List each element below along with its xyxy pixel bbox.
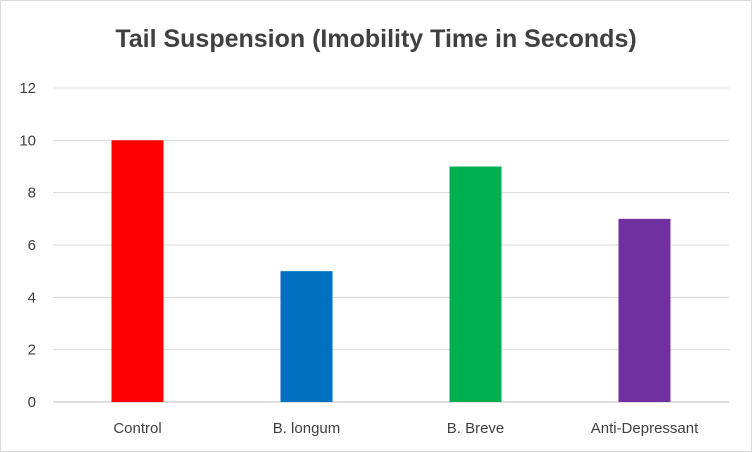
y-tick-label: 0 (28, 394, 36, 411)
bar-anti-depressant (618, 218, 671, 402)
x-tick-label: Anti-Depressant (591, 420, 699, 437)
chart-title: Tail Suspension (Imobility Time in Secon… (115, 25, 637, 53)
x-axis: Control B. longum B. Breve Anti-Depressant (113, 420, 699, 437)
x-tick-label: Control (113, 420, 161, 437)
y-tick-label: 6 (28, 237, 36, 254)
y-axis: 0 2 4 6 8 10 12 (19, 80, 36, 411)
y-tick-label: 2 (28, 342, 36, 359)
x-tick-label: B. longum (273, 420, 341, 437)
y-tick-label: 12 (19, 80, 36, 97)
bars (111, 140, 671, 403)
bar-control (111, 140, 164, 403)
gridlines (53, 87, 729, 403)
y-tick-label: 4 (28, 289, 36, 306)
bar-b-breve (449, 166, 502, 402)
x-tick-label: B. Breve (447, 420, 505, 437)
y-tick-label: 8 (28, 185, 36, 202)
bar-b-longum (280, 271, 333, 402)
y-tick-label: 10 (19, 132, 36, 149)
